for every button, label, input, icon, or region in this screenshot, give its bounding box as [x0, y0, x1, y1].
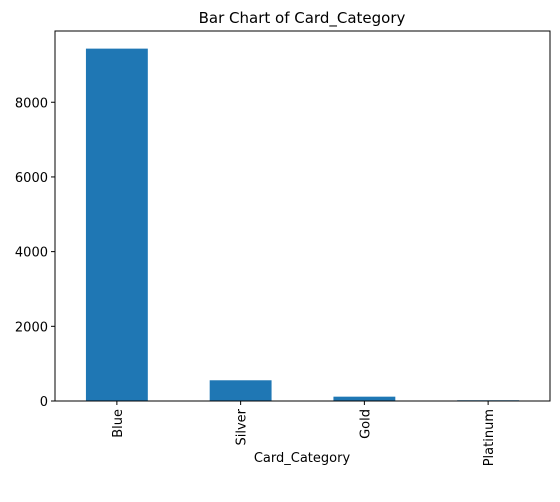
- x-tick-label-gold: Gold: [358, 409, 373, 439]
- x-tick-label-silver: Silver: [235, 408, 250, 445]
- x-tick-label-platinum: Platinum: [482, 409, 497, 466]
- x-axis-label: Card_Category: [254, 451, 351, 466]
- y-axis: 0 2000 4000 6000 8000: [15, 96, 55, 410]
- y-tick-label-0: 0: [40, 395, 48, 410]
- bar-blue: [86, 49, 148, 401]
- y-tick-label-2000: 2000: [15, 320, 48, 335]
- bars-group: [86, 49, 519, 401]
- y-tick-label-6000: 6000: [15, 171, 48, 186]
- y-tick-label-8000: 8000: [15, 96, 48, 111]
- chart-title: Bar Chart of Card_Category: [199, 9, 406, 28]
- y-tick-label-4000: 4000: [15, 246, 48, 261]
- bar-gold: [333, 397, 395, 401]
- x-tick-label-blue: Blue: [111, 409, 126, 438]
- bar-silver: [210, 380, 272, 401]
